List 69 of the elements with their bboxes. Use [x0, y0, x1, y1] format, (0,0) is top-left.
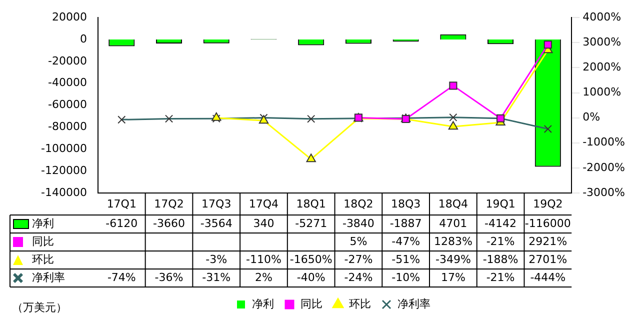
- y2-tick-label: -3000%: [582, 186, 626, 199]
- data-label: -6120: [106, 216, 138, 230]
- y-tick-label: -40000: [48, 76, 87, 90]
- y-tick-label: -20000: [48, 54, 87, 68]
- data-label: 2701%: [528, 252, 568, 266]
- x-tick-label: 17Q3: [202, 197, 232, 210]
- x-tick-label: 17Q1: [106, 197, 136, 210]
- data-label: -40%: [296, 270, 326, 284]
- legend-label: 环比: [349, 297, 371, 310]
- x-tick-label: 18Q3: [390, 197, 421, 210]
- data-label: -1650%: [290, 252, 332, 266]
- data-label: 4701: [439, 216, 468, 230]
- data-label: -27%: [344, 252, 373, 266]
- data-label: -74%: [107, 270, 136, 284]
- x-tick-label: 19Q1: [486, 197, 516, 210]
- data-label: 2921%: [528, 234, 568, 248]
- data-label: -444%: [530, 270, 566, 284]
- y-tick-label: -120000: [40, 164, 87, 177]
- y-tick-label: 0: [80, 32, 87, 46]
- legend-label: 净利率: [32, 270, 65, 284]
- text: 净利: [252, 297, 274, 310]
- y2-tick-label: -1000%: [582, 136, 626, 149]
- data-label: -5271: [295, 216, 328, 230]
- data-label: -21%: [486, 234, 515, 248]
- data-label: -349%: [435, 252, 471, 266]
- legend-label: 净利: [32, 216, 54, 230]
- data-label: -36%: [154, 270, 184, 284]
- y2-tick-label: 4000%: [582, 10, 622, 24]
- y-tick-label: -140000: [40, 186, 87, 199]
- data-label: 1283%: [434, 234, 472, 248]
- x-tick-label: 18Q2: [344, 197, 374, 210]
- y2-tick-label: 1000%: [582, 86, 622, 99]
- data-label: -3660: [153, 216, 185, 230]
- data-label: 17%: [440, 270, 466, 284]
- data-label: -1887: [390, 216, 422, 230]
- legend-label: 同比: [300, 297, 322, 310]
- x-tick-label: 17Q2: [154, 197, 184, 210]
- text: 同比: [32, 234, 54, 248]
- text: 净利率: [398, 297, 430, 310]
- y2-tick-label: 3000%: [582, 36, 622, 49]
- x-tick-label: 17Q4: [248, 197, 279, 210]
- text: 环比: [32, 252, 54, 266]
- data-label: 5%: [350, 234, 368, 248]
- y-tick-label: -80000: [48, 120, 87, 134]
- data-label: -47%: [392, 234, 420, 248]
- data-label: -116000: [524, 216, 571, 230]
- data-label: -3840: [342, 216, 374, 230]
- y-tick-label: -60000: [48, 98, 87, 112]
- text: （万美元）: [12, 300, 67, 314]
- y2-tick-label: -2000%: [582, 160, 626, 174]
- data-label: 340: [253, 216, 274, 230]
- data-label: -188%: [482, 252, 518, 266]
- data-label: -3%: [206, 252, 228, 266]
- data-label: -4142: [484, 216, 517, 230]
- data-label: -110%: [246, 252, 282, 266]
- y2-tick-label: 0%: [582, 110, 600, 124]
- x-tick-label: 18Q4: [438, 197, 468, 210]
- y-tick-label: 20000: [52, 10, 87, 24]
- x-tick-label: 18Q1: [296, 197, 326, 210]
- y-tick-label: -100000: [40, 142, 87, 156]
- data-label: -10%: [392, 270, 420, 284]
- data-label: -3564: [200, 216, 232, 230]
- data-label: -21%: [486, 270, 515, 284]
- data-label: -31%: [202, 270, 231, 284]
- data-label: 2%: [255, 270, 272, 284]
- data-label: -51%: [392, 252, 420, 266]
- data-label: -24%: [344, 270, 373, 284]
- y2-tick-label: 2000%: [582, 60, 622, 74]
- x-tick-label: 19Q2: [533, 197, 563, 210]
